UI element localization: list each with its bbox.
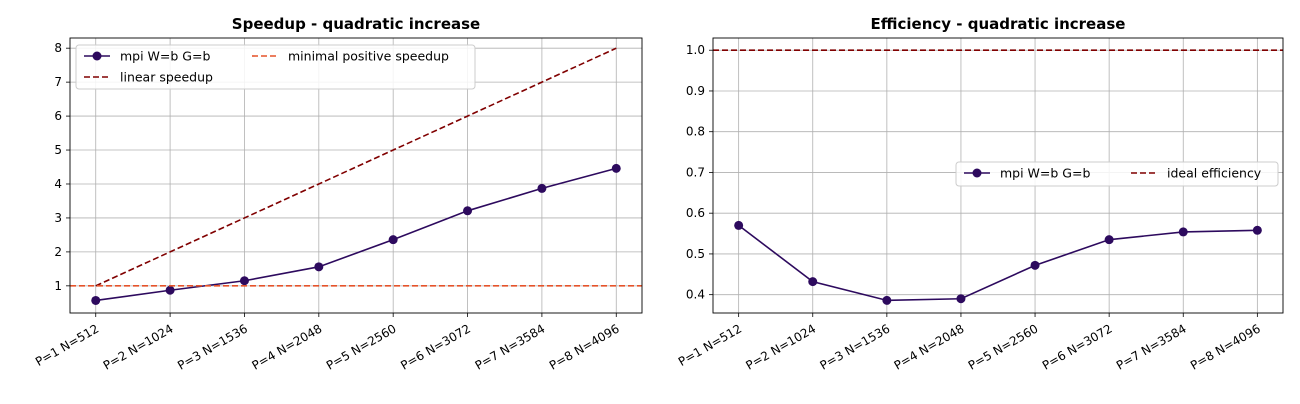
data-point [1030,260,1040,270]
x-tick-label: P=6 N=3072 [398,321,473,372]
y-tick-label: 0.5 [686,247,705,261]
legend: mpi W=b G=b linear speedup minimal positiv… [75,44,476,90]
chart-title: Efficiency - quadratic increase [871,15,1126,33]
y-tick-label: 0.7 [686,165,705,179]
legend-label: linear speedup [120,70,213,85]
legend-item: minimal positive speedup [252,49,449,64]
data-point [388,235,398,245]
chart-panel-1: Speedup - quadratic increase 1 2 3 4 5 6 7 8 P=1 … [33,15,643,373]
data-point [1178,227,1188,237]
y-tick-label: 0.6 [686,206,705,220]
legend: mpi W=b G=b ideal efficiency [955,161,1279,187]
chart-panel-2: Efficiency - quadratic increase 0.4 0.5 0.6… [676,15,1284,373]
legend-marker [972,168,982,178]
data-point [1252,225,1262,235]
y-tick-label: 1 [54,279,62,293]
y-tick-label: 3 [54,211,62,225]
legend-item: ideal efficiency [1131,166,1262,181]
data-point [165,285,175,295]
y-tick-label: 5 [54,143,62,157]
legend-box [955,161,1279,187]
series-line [738,224,1258,302]
series-linear-speedup [95,47,617,287]
y-tick-label: 6 [54,109,62,123]
legend-label: minimal positive speedup [288,49,449,64]
x-tick-label: P=4 N=2048 [892,321,967,372]
legend-item: linear speedup [84,70,213,85]
data-point [956,294,966,304]
y-tick-label: 0.8 [686,125,705,139]
plot-frame [69,37,643,314]
x-tick-label: P=6 N=3072 [1040,321,1115,372]
x-tick-label: P=4 N=2048 [249,321,324,372]
y-tick-label: 0.9 [686,84,705,98]
data-point [734,220,744,230]
legend-item: mpi W=b G=b [84,49,210,64]
x-tick-label: P=8 N=4096 [1188,321,1263,372]
data-point [91,295,101,305]
x-tick-label: P=5 N=2560 [966,321,1041,372]
x-tick-label: P=7 N=3584 [473,321,548,372]
legend-box [75,44,476,90]
y-tick-label: 0.4 [686,288,705,302]
series-mpi-w-b-g-b [734,220,1262,305]
data-point [314,262,324,272]
plot-frame [712,37,1284,314]
x-tick-label: P=8 N=4096 [547,321,622,372]
legend-label: ideal efficiency [1167,166,1262,181]
series-line [95,167,617,302]
legend-label: mpi W=b G=b [120,49,210,64]
series-mpi-w-b-g-b [91,163,621,305]
data-point [808,277,818,287]
chart-title: Speedup - quadratic increase [232,15,480,33]
data-point [239,276,249,286]
x-tick-label: P=2 N=1024 [101,321,176,372]
x-tick-label: P=1 N=512 [676,321,744,368]
y-tick-label: 7 [54,75,62,89]
data-point [463,206,473,216]
data-point [1104,235,1114,245]
legend-marker [92,51,102,61]
y-tick-label: 4 [54,177,62,191]
y-tick-label: 8 [54,41,62,55]
y-tick-label: 2 [54,245,62,259]
data-point [611,163,621,173]
x-tick-label: P=7 N=3584 [1114,321,1189,372]
x-tick-label: P=2 N=1024 [743,321,818,372]
x-tick-label: P=5 N=2560 [324,321,399,372]
data-point [882,295,892,305]
legend-item: mpi W=b G=b [964,166,1090,181]
legend-label: mpi W=b G=b [1000,166,1090,181]
series-line [95,47,617,287]
x-tick-label: P=3 N=1536 [818,321,893,372]
x-tick-label: P=3 N=1536 [175,321,250,372]
x-tick-label: P=1 N=512 [33,321,101,368]
data-point [537,183,547,193]
y-tick-label: 1.0 [686,43,705,57]
